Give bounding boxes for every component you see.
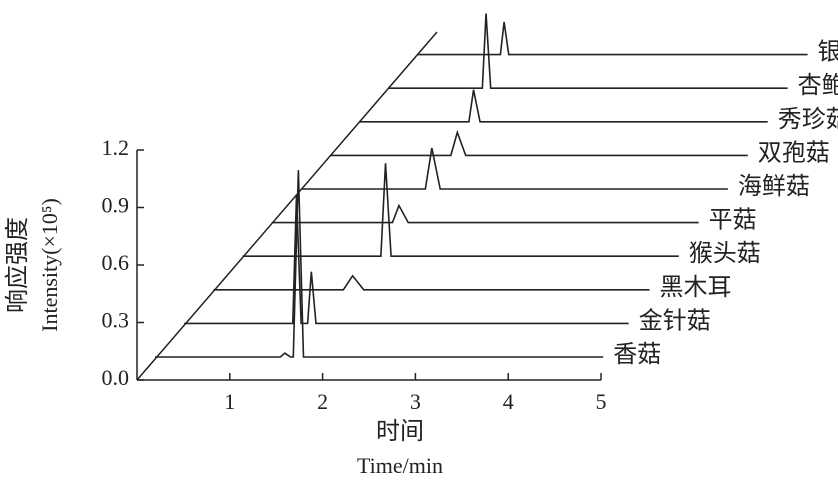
x-axis-label: 时间 (376, 417, 424, 445)
chromatogram-line (213, 274, 650, 291)
x-tick-label: 2 (317, 389, 328, 414)
series-label: 猴头菇 (689, 239, 761, 267)
x-axis-label-en: Time/min (357, 453, 443, 478)
x-tick-label: 1 (224, 389, 235, 414)
series-label: 平菇 (709, 206, 757, 234)
y-tick-label: 0.9 (102, 193, 130, 218)
depth-axis (136, 31, 438, 381)
x-tick-label: 5 (596, 389, 607, 414)
chromatogram-line (330, 129, 748, 157)
chromatogram-line (301, 147, 728, 190)
y-tick-label: 1.2 (102, 135, 130, 160)
x-tick-label: 3 (410, 389, 421, 414)
chromatogram-line (359, 89, 768, 123)
chromatogram-line (155, 170, 604, 358)
x-tick-label: 4 (503, 389, 514, 414)
y-tick-label: 0.6 (102, 250, 130, 275)
chromatogram-line (184, 194, 629, 325)
chromatogram-line (417, 21, 808, 56)
chromatogram-line (388, 13, 788, 89)
series-label: 杏鲍菇 (798, 71, 838, 99)
series-label: 银耳 (818, 38, 838, 66)
chromatogram-line (242, 163, 679, 257)
y-tick-label: 0.3 (102, 308, 130, 333)
series-label: 金针菇 (639, 306, 711, 334)
y-tick-label: 0.0 (102, 365, 130, 390)
series-label: 黑木耳 (660, 273, 732, 301)
series-label: 双孢菇 (758, 138, 830, 166)
series-label: 秀珍菇 (778, 105, 838, 133)
y-axis-label-en: Intensity(×10⁵) (37, 198, 62, 332)
chromatogram-line (271, 203, 699, 224)
y-axis-label: 响应强度 (3, 217, 31, 313)
series-label: 海鲜菇 (738, 172, 810, 200)
series-label: 香菇 (613, 340, 661, 368)
